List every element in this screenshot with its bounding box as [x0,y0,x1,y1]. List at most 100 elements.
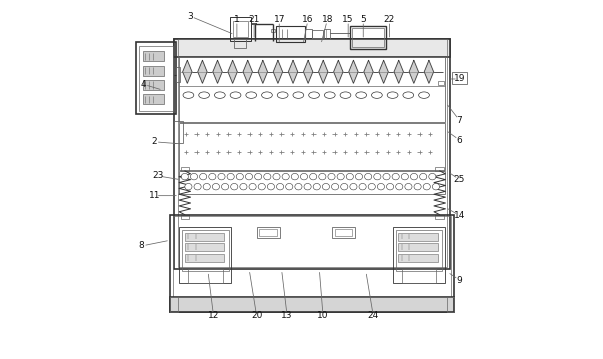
Ellipse shape [392,173,399,180]
Ellipse shape [218,173,225,180]
Ellipse shape [309,92,320,98]
Ellipse shape [350,183,357,190]
Ellipse shape [286,183,293,190]
Text: 4: 4 [140,80,147,89]
Ellipse shape [324,92,335,98]
Bar [396,230,442,271]
Ellipse shape [300,173,308,180]
Bar [143,94,165,104]
Text: 24: 24 [368,311,379,321]
Bar [259,229,277,236]
Text: 15: 15 [343,15,354,24]
Polygon shape [349,60,358,83]
Ellipse shape [194,183,201,190]
Ellipse shape [341,183,348,190]
Ellipse shape [293,92,304,98]
Bar [143,80,165,90]
Ellipse shape [203,183,210,190]
Ellipse shape [209,173,216,180]
Bar [399,254,438,262]
Polygon shape [243,60,253,83]
Bar [188,269,223,283]
Ellipse shape [401,173,408,180]
Ellipse shape [200,173,207,180]
Text: 23: 23 [152,171,163,181]
Bar [332,227,355,238]
Ellipse shape [227,173,234,180]
Ellipse shape [387,92,398,98]
Ellipse shape [249,183,256,190]
Bar [171,297,178,312]
Ellipse shape [221,183,229,190]
Text: 17: 17 [274,15,285,24]
Bar [174,39,450,269]
Ellipse shape [420,173,427,180]
Bar [393,227,445,283]
Polygon shape [288,60,298,83]
Bar [185,233,224,241]
Bar [276,26,305,42]
Ellipse shape [183,92,194,98]
Ellipse shape [340,92,351,98]
Polygon shape [379,60,388,83]
Bar [180,215,189,219]
Ellipse shape [273,173,280,180]
Text: 12: 12 [208,311,219,321]
Ellipse shape [254,173,262,180]
Ellipse shape [405,183,412,190]
Bar [233,21,248,37]
Bar [174,121,183,143]
Bar [178,41,447,267]
Text: 11: 11 [148,191,160,200]
Bar [139,46,173,111]
Ellipse shape [262,92,273,98]
Text: 9: 9 [456,275,463,285]
Bar [438,81,444,85]
Ellipse shape [377,183,385,190]
Ellipse shape [429,173,436,180]
Ellipse shape [365,173,372,180]
Text: 21: 21 [248,15,260,24]
Bar [173,216,451,310]
Ellipse shape [337,173,344,180]
Bar [171,297,454,312]
Ellipse shape [182,173,188,180]
Text: 8: 8 [139,241,145,251]
Ellipse shape [246,92,257,98]
Ellipse shape [356,92,367,98]
Polygon shape [364,60,373,83]
Ellipse shape [304,183,311,190]
Bar [402,269,436,283]
Bar [143,51,165,61]
Ellipse shape [332,183,339,190]
Ellipse shape [346,173,353,180]
Ellipse shape [282,173,289,180]
Ellipse shape [277,183,283,190]
Ellipse shape [411,173,418,180]
Ellipse shape [231,183,238,190]
Bar [180,171,445,194]
Text: 16: 16 [302,15,314,24]
Bar [452,72,467,84]
Polygon shape [333,60,343,83]
Text: 22: 22 [384,15,395,24]
Bar [352,28,384,47]
Bar [178,39,447,57]
Polygon shape [425,60,434,83]
Ellipse shape [264,173,271,180]
Bar [399,243,438,251]
Text: 14: 14 [454,211,465,220]
Bar [234,39,246,48]
Ellipse shape [374,173,381,180]
Ellipse shape [215,92,225,98]
Bar [143,66,165,76]
Ellipse shape [309,173,317,180]
Ellipse shape [368,183,375,190]
Ellipse shape [240,183,247,190]
Ellipse shape [414,183,421,190]
Bar [399,233,438,241]
Polygon shape [228,60,238,83]
Ellipse shape [432,183,440,190]
Text: 6: 6 [456,135,463,145]
Polygon shape [394,60,403,83]
